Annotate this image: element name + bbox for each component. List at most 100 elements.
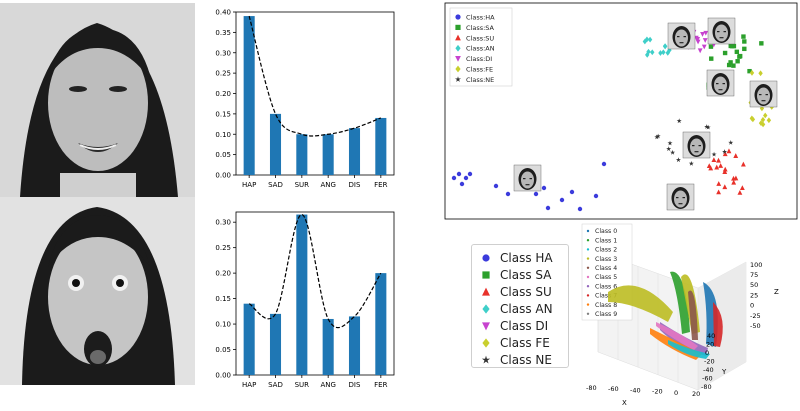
scatter-point bbox=[714, 164, 720, 170]
legend-marker bbox=[586, 248, 590, 251]
scatter-point bbox=[741, 34, 746, 39]
y-tick-label: 0.15 bbox=[215, 110, 231, 118]
legend-marker bbox=[482, 321, 490, 330]
scatter-point bbox=[665, 50, 670, 56]
legend-marker bbox=[455, 44, 461, 52]
legend-label: Class 7 bbox=[595, 293, 617, 300]
z-tick-label: -50 bbox=[750, 322, 761, 330]
scatter-point bbox=[716, 189, 722, 195]
legend-label: Class:AN bbox=[466, 45, 495, 53]
scatter-point bbox=[709, 56, 714, 61]
scatter-point bbox=[734, 49, 740, 55]
legend-label: Class SU bbox=[500, 284, 552, 299]
x-tick-label: HAP bbox=[242, 181, 256, 189]
legend-item: Class SU bbox=[480, 283, 568, 300]
face-thumbnail bbox=[706, 69, 735, 97]
scatter-point bbox=[722, 184, 728, 190]
scatter-point bbox=[675, 157, 681, 163]
x-tick-label: -80 bbox=[586, 384, 597, 392]
x-tick-label: SUR bbox=[295, 381, 310, 389]
legend-label: Class FE bbox=[500, 335, 550, 350]
scatter-point bbox=[533, 191, 539, 197]
scatter-point bbox=[706, 163, 712, 169]
legend-marker bbox=[586, 229, 590, 233]
scatter-point bbox=[593, 193, 599, 199]
legend-label: Class HA bbox=[500, 250, 553, 265]
plot-frame bbox=[235, 211, 395, 376]
scatter-point bbox=[731, 63, 736, 68]
3d-cluster bbox=[668, 340, 710, 359]
scatter-point bbox=[737, 53, 743, 59]
legend-marker bbox=[455, 34, 461, 41]
scatter-point bbox=[702, 38, 708, 43]
bar-sur bbox=[296, 214, 308, 375]
legend-item: Class SA bbox=[480, 266, 568, 283]
scatter-point bbox=[728, 139, 734, 145]
z-tick-label: 50 bbox=[750, 281, 758, 289]
x-tick-label: ANG bbox=[320, 181, 335, 189]
x-tick-label: FER bbox=[374, 381, 387, 389]
scatter-point bbox=[722, 50, 728, 56]
legend-label: Class:DI bbox=[466, 55, 492, 63]
legend-marker bbox=[586, 303, 590, 306]
scatter-point bbox=[730, 43, 735, 49]
legend-marker bbox=[481, 355, 491, 363]
3d-cluster bbox=[713, 302, 723, 347]
legend-marker bbox=[482, 253, 490, 262]
bar-hap bbox=[243, 16, 255, 176]
bar-sur bbox=[296, 134, 308, 175]
x-tick-label: -40 bbox=[630, 386, 641, 394]
legend-label: Class 2 bbox=[595, 247, 617, 254]
3d-cluster bbox=[608, 285, 673, 322]
scatter-point bbox=[716, 157, 721, 163]
y-tick-label: 0.15 bbox=[215, 295, 231, 303]
y-tick-label: 40 bbox=[707, 332, 715, 340]
scatter-point bbox=[456, 171, 462, 177]
scatter-point bbox=[666, 146, 672, 152]
y-tick-label: 0 bbox=[705, 349, 709, 357]
x-tick-label: -20 bbox=[652, 388, 663, 396]
plot-frame bbox=[235, 11, 395, 176]
legend-marker bbox=[586, 294, 590, 297]
scatter-point bbox=[658, 50, 663, 56]
legend-label: Class 8 bbox=[595, 302, 617, 309]
y-tick-label: 0.20 bbox=[215, 90, 231, 98]
z-tick-label: 100 bbox=[750, 261, 762, 269]
legend-marker bbox=[482, 337, 490, 348]
z-tick-label: 0 bbox=[750, 302, 754, 310]
y-tick-label: 0.05 bbox=[215, 151, 231, 159]
legend-marker-icon bbox=[481, 355, 491, 363]
scatter-point bbox=[711, 157, 717, 163]
x-tick-label: DIS bbox=[349, 181, 361, 189]
scatter-point bbox=[718, 163, 724, 168]
y-tick-label: 0.00 bbox=[215, 172, 231, 180]
scatter-point bbox=[697, 48, 703, 54]
legend-marker-icon bbox=[482, 337, 490, 348]
bar-fer bbox=[375, 273, 387, 375]
scatter-point bbox=[722, 149, 728, 154]
legend-marker bbox=[455, 24, 461, 30]
bar-dis bbox=[348, 128, 361, 175]
legend-item: Class NE bbox=[480, 351, 568, 368]
legend-item: Class HA bbox=[480, 249, 568, 266]
legend-marker bbox=[455, 56, 461, 62]
legend-marker bbox=[482, 303, 490, 314]
scatter-point bbox=[737, 189, 743, 195]
scatter-point bbox=[676, 118, 682, 124]
y-tick-label: -80 bbox=[701, 383, 712, 391]
legend-marker-icon bbox=[482, 270, 490, 279]
x-tick-label: SUR bbox=[295, 181, 310, 189]
scatter-point bbox=[722, 151, 728, 157]
scatter-point bbox=[667, 140, 673, 146]
legend-marker bbox=[455, 65, 461, 73]
bar-dis bbox=[348, 316, 361, 375]
scatter-point bbox=[705, 124, 711, 130]
3d-cluster bbox=[688, 290, 698, 340]
scatter-3d-panel: Class 0 Class 1 Class 2 Class 3 Class 4 Class… bbox=[578, 222, 788, 407]
legend-marker bbox=[586, 239, 590, 242]
legend-label: Class AN bbox=[500, 301, 553, 316]
legend-label: Class:SU bbox=[466, 34, 494, 42]
scatter-3d-svg: Class 0 Class 1 Class 2 Class 3 Class 4 Class… bbox=[581, 223, 779, 407]
scatter-point bbox=[569, 189, 575, 195]
legend-label: Class 6 bbox=[595, 283, 617, 290]
